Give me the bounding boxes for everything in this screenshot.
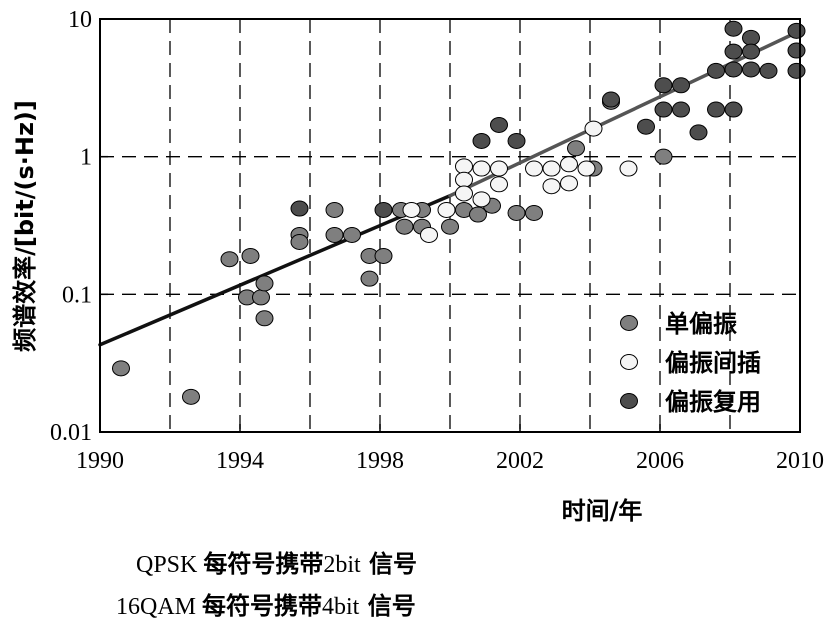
legend-marker: [620, 354, 638, 370]
16qam-note-end: 信号: [359, 592, 416, 620]
data-point-series-1: [325, 201, 344, 218]
x-tick-label: 2006: [636, 448, 684, 474]
data-point-series-2: [455, 158, 473, 175]
data-point-series-1: [374, 247, 393, 264]
y-tick-label: 10: [68, 7, 92, 33]
legend-label: 偏振复用: [665, 388, 761, 416]
data-point-series-3: [290, 200, 309, 217]
data-point-series-3: [374, 201, 393, 218]
16qam-note: 16QAM 每符号携带4bit 信号: [116, 586, 416, 621]
data-point-series-1: [255, 310, 274, 327]
legend-marker: [620, 393, 638, 409]
data-point-series-3: [759, 62, 778, 79]
x-axis-label: 时间/年: [562, 497, 643, 525]
data-point-series-3: [637, 118, 655, 135]
data-points: [112, 20, 806, 405]
data-point-series-3: [472, 132, 491, 149]
data-point-series-3: [654, 77, 673, 94]
data-point-series-2: [472, 191, 491, 208]
data-point-series-2: [577, 160, 596, 177]
data-point-series-2: [490, 176, 508, 193]
qpsk-note-end: 信号: [360, 550, 418, 578]
data-point-series-2: [542, 178, 561, 195]
data-point-series-1: [395, 218, 414, 235]
data-point-series-2: [560, 175, 578, 192]
y-tick-label: 0.1: [62, 282, 92, 308]
data-point-series-2: [525, 160, 543, 177]
data-point-series-1: [241, 247, 260, 264]
data-point-series-1: [567, 140, 585, 157]
data-point-series-3: [602, 91, 620, 108]
qpsk-note: QPSK 每符号携带2bit 信号: [136, 544, 417, 579]
x-tick-label: 1990: [76, 448, 124, 474]
data-point-series-3: [672, 77, 690, 94]
data-point-series-2: [584, 120, 603, 137]
data-point-series-1: [441, 218, 459, 235]
data-point-series-1: [654, 148, 673, 165]
16qam-note-text: 每符号携带: [202, 592, 323, 620]
y-tick-label: 0.01: [50, 420, 92, 446]
data-point-series-1: [325, 226, 344, 243]
qpsk-note-prefix: QPSK: [136, 552, 204, 578]
data-point-series-2: [542, 160, 561, 177]
axis-ticks: 1990 1994 1998 2002 2006 2010 0.01 0.1 1 10: [50, 7, 824, 474]
trend-line: [98, 194, 452, 347]
data-point-series-1: [182, 388, 200, 405]
data-point-series-3: [742, 43, 760, 60]
data-point-series-3: [490, 116, 508, 133]
data-point-series-2: [560, 156, 578, 173]
data-point-series-3: [787, 42, 806, 59]
data-point-series-3: [742, 29, 760, 46]
data-point-series-3: [707, 101, 725, 118]
data-point-series-3: [672, 101, 690, 118]
data-point-series-3: [689, 124, 708, 141]
x-tick-label: 2010: [776, 448, 824, 474]
data-point-series-3: [724, 43, 743, 60]
data-point-series-3: [742, 61, 760, 78]
data-point-series-2: [490, 160, 508, 177]
data-point-series-1: [469, 206, 487, 223]
16qam-note-suffix: 4bit: [322, 594, 360, 620]
data-point-series-3: [787, 62, 806, 79]
legend-label: 偏振间插: [665, 349, 761, 377]
data-point-series-3: [724, 101, 743, 118]
data-point-series-1: [290, 233, 309, 250]
data-point-series-3: [707, 62, 725, 79]
x-tick-label: 1994: [216, 448, 264, 474]
data-point-series-2: [402, 201, 421, 218]
data-point-series-2: [437, 201, 456, 218]
data-point-series-1: [252, 289, 270, 306]
16qam-note-prefix: 16QAM: [116, 594, 203, 620]
qpsk-note-suffix: 2bit: [323, 552, 361, 578]
data-point-series-3: [724, 20, 743, 37]
data-point-series-2: [619, 160, 638, 177]
trend-lines: [98, 29, 802, 347]
y-tick-label: 1: [80, 145, 92, 171]
legend-label: 单偏振: [665, 310, 737, 338]
y-axis-label: 频谱效率/[bit/(s·Hz)]: [11, 100, 39, 352]
x-tick-label: 2002: [496, 448, 544, 474]
data-point-series-1: [360, 270, 379, 287]
trend-line: [448, 29, 802, 198]
data-point-series-2: [472, 160, 491, 177]
data-point-series-1: [343, 226, 361, 243]
data-point-series-1: [220, 251, 239, 268]
data-point-series-2: [455, 185, 473, 202]
data-point-series-3: [507, 132, 526, 149]
data-point-series-1: [112, 360, 130, 377]
data-point-series-1: [255, 275, 274, 292]
data-point-series-3: [787, 22, 806, 39]
data-point-series-1: [507, 204, 526, 221]
data-point-series-3: [724, 61, 743, 78]
data-point-series-2: [420, 226, 438, 243]
data-point-series-1: [525, 204, 543, 221]
data-point-series-3: [654, 101, 673, 118]
x-tick-label: 1998: [356, 448, 404, 474]
data-point-series-2: [455, 171, 473, 188]
legend-marker: [620, 315, 638, 331]
plot-frame: [99, 18, 801, 433]
qpsk-note-text: 每符号携带: [203, 550, 324, 578]
